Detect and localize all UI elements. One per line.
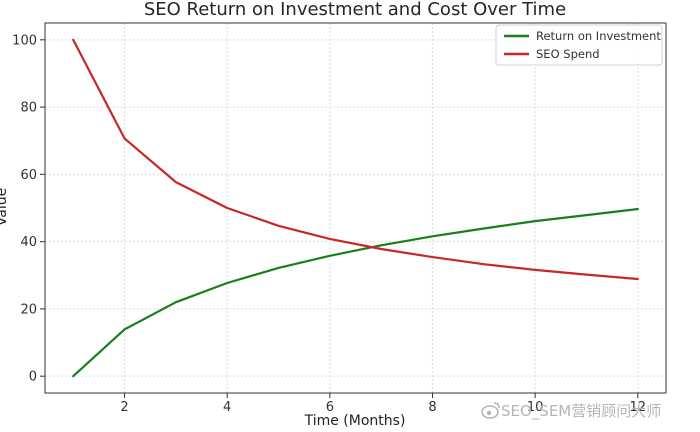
y-tick-label: 100 bbox=[12, 33, 37, 48]
series-lines bbox=[72, 38, 639, 378]
y-tick-label: 80 bbox=[20, 101, 37, 116]
legend-label-seo-spend: SEO Spend bbox=[536, 47, 600, 61]
legend-box bbox=[495, 24, 663, 66]
x-tick-label: 12 bbox=[629, 400, 646, 415]
x-tick-label: 4 bbox=[223, 400, 231, 415]
x-tick-label: 6 bbox=[326, 400, 334, 415]
y-tick-label: 0 bbox=[29, 370, 37, 385]
x-tick-label: 2 bbox=[120, 400, 128, 415]
axis-ticks: 2 4 6 8 10 12 0 20 40 60 80 100 bbox=[12, 33, 646, 415]
weibo-icon bbox=[481, 402, 500, 419]
legend-label-roi: Return on Investment bbox=[536, 29, 661, 43]
seo-spend-series-line bbox=[72, 38, 639, 281]
y-tick-label: 40 bbox=[20, 235, 37, 250]
chart-title: SEO Return on Investment and Cost Over T… bbox=[144, 0, 566, 20]
x-tick-label: 8 bbox=[428, 400, 436, 415]
y-axis-title: Value bbox=[0, 188, 10, 226]
plot-frame bbox=[44, 22, 667, 394]
roi-series-line bbox=[72, 207, 639, 378]
watermark-text: SEO_SEM营销顾问大师 bbox=[501, 402, 661, 421]
grid bbox=[45, 23, 666, 393]
x-axis-title: Time (Months) bbox=[304, 413, 406, 429]
x-tick-label: 10 bbox=[527, 400, 544, 415]
y-tick-label: 60 bbox=[20, 168, 37, 183]
watermark: SEO_SEM营销顾问大师 bbox=[481, 402, 661, 421]
legend: Return on Investment SEO Spend bbox=[495, 24, 663, 66]
y-tick-label: 20 bbox=[20, 302, 37, 317]
